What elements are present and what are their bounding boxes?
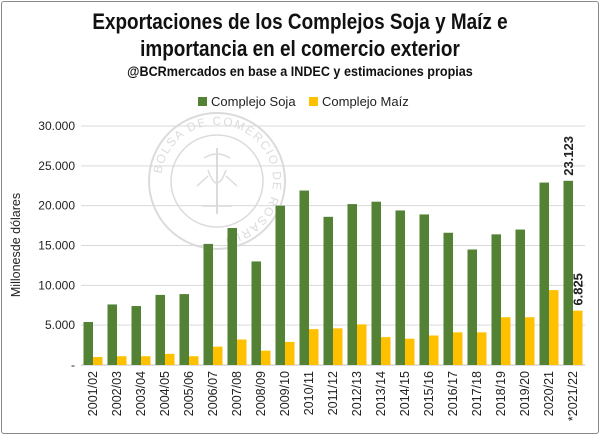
maiz-bar <box>189 356 199 365</box>
data-label: 6.825 <box>570 273 585 306</box>
legend-label: Complejo Soja <box>211 94 296 109</box>
soja-bar <box>395 210 405 365</box>
y-tick-label: 30.000 <box>38 119 75 133</box>
legend-swatch <box>198 97 207 106</box>
maiz-bar <box>357 324 367 365</box>
x-tick-label: 2008/09 <box>254 371 268 416</box>
legend: Complejo Soja Complejo Maíz <box>198 94 409 109</box>
soja-bar <box>443 232 453 365</box>
maiz-bar <box>213 346 223 365</box>
y-tick-label: - <box>71 358 75 372</box>
x-tick-label: 2015/16 <box>422 371 436 416</box>
maiz-bar <box>261 350 271 365</box>
watermark-seal: BOLSA DE COMERCIO DE ROSARIO <box>148 112 286 250</box>
maiz-bar <box>549 290 559 365</box>
maiz-bar <box>405 338 415 365</box>
maiz-bar <box>237 339 247 365</box>
x-tick-label: 2013/14 <box>374 371 388 416</box>
maiz-bar <box>117 356 127 365</box>
soja-bar <box>347 204 357 365</box>
x-tick-label: 2010/11 <box>302 371 316 415</box>
y-axis: - 5.000 10.000 15.000 20.000 25.000 30.000 <box>38 119 75 372</box>
maiz-bar <box>501 317 511 365</box>
x-tick-label: 2011/12 <box>326 371 340 415</box>
chart-title: Exportaciones de los Complejos Soja y Ma… <box>42 8 558 62</box>
x-tick-label: 2009/10 <box>278 371 292 416</box>
soja-bar <box>251 261 261 365</box>
maiz-bar <box>333 328 343 365</box>
chart-subtitle: @BCRmercados en base a INDEC y estimacio… <box>127 63 473 79</box>
data-label: 23.123 <box>561 136 576 176</box>
chart-title-line-2: importancia en el comercio exterior <box>140 36 460 61</box>
x-tick-label: 2012/13 <box>350 371 364 416</box>
soja-bar <box>179 294 189 365</box>
chart-title-line-1: Exportaciones de los Complejos Soja y Ma… <box>92 9 508 34</box>
y-axis-label: Millonesde dólares <box>9 193 23 297</box>
x-tick-label: 2018/19 <box>494 371 508 416</box>
soja-bar <box>563 180 573 365</box>
maiz-bar <box>309 329 319 365</box>
x-tick-label: 2007/08 <box>230 371 244 416</box>
soja-bar <box>83 321 93 365</box>
maiz-bar <box>141 356 151 365</box>
x-tick-label: 2019/20 <box>518 371 532 416</box>
soja-bar <box>203 243 213 365</box>
annotations: 23.123 6.825 <box>561 136 586 306</box>
maiz-bar <box>573 310 583 365</box>
soja-bar <box>491 234 501 365</box>
maiz-bar <box>525 317 535 365</box>
maiz-bar <box>381 337 391 365</box>
maiz-bar <box>429 335 439 365</box>
maiz-bar <box>165 353 175 365</box>
soja-bar <box>107 304 117 365</box>
x-tick-label: 2017/18 <box>470 371 484 416</box>
soja-bar <box>275 205 285 365</box>
soja-bar <box>371 201 381 365</box>
maiz-bar <box>285 341 295 365</box>
x-tick-label: 2020/21 <box>542 371 556 416</box>
soja-bar <box>467 249 477 365</box>
y-tick-label: 15.000 <box>38 239 75 253</box>
soja-bar <box>131 306 141 365</box>
bars <box>83 180 583 365</box>
x-tick-label: 2003/04 <box>134 371 148 416</box>
soja-bar <box>323 216 333 365</box>
x-tick-label: 2004/05 <box>158 371 172 416</box>
soja-bar <box>227 227 237 365</box>
x-axis: 2001/02 2002/03 2003/04 2004/05 2005/06 2006/… <box>86 371 580 421</box>
x-tick-label: 2002/03 <box>110 371 124 416</box>
x-tick-label: 2014/15 <box>398 371 412 416</box>
x-tick-label: 2005/06 <box>182 371 196 416</box>
x-tick-label: 2016/17 <box>446 371 460 416</box>
soja-bar <box>539 182 549 365</box>
legend-swatch <box>309 97 318 106</box>
y-tick-label: 5.000 <box>45 318 75 332</box>
soja-bar <box>155 294 165 365</box>
x-tick-label: *2021/22 <box>566 371 580 421</box>
soja-bar <box>419 214 429 365</box>
maiz-bar <box>453 332 463 365</box>
soja-bar <box>515 229 525 365</box>
x-tick-label: 2006/07 <box>206 371 220 416</box>
maiz-bar <box>93 357 103 365</box>
y-tick-label: 25.000 <box>38 159 75 173</box>
y-tick-label: 10.000 <box>38 278 75 292</box>
soja-bar <box>299 190 309 365</box>
maiz-bar <box>477 332 487 365</box>
legend-label: Complejo Maíz <box>322 94 409 109</box>
y-tick-label: 20.000 <box>38 199 75 213</box>
x-tick-label: 2001/02 <box>86 371 100 416</box>
